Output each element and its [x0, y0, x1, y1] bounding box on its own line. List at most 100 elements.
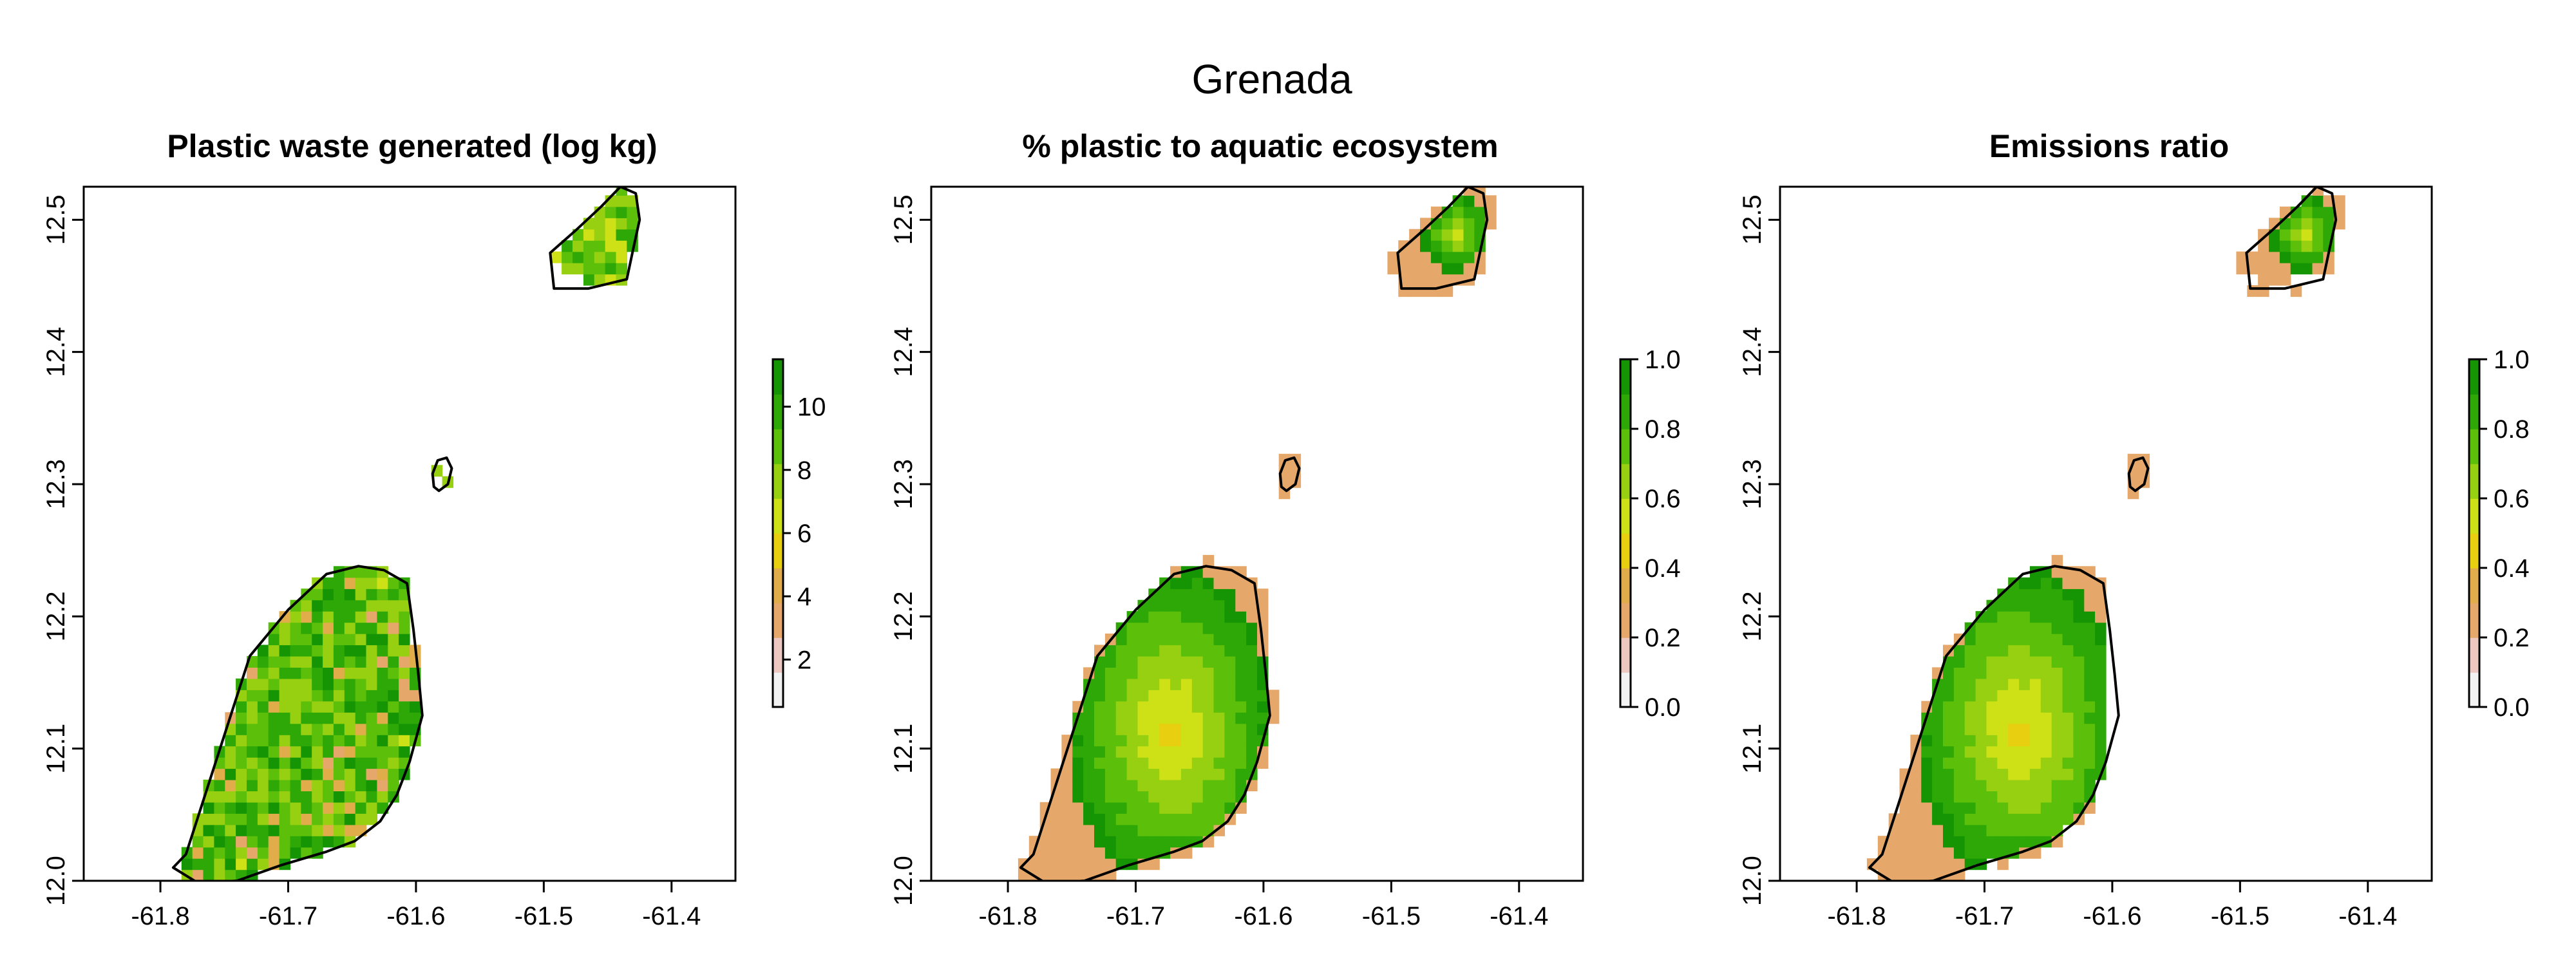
- raster-cell: [1997, 858, 2009, 870]
- raster-cell: [236, 757, 247, 769]
- raster-cell: [1072, 746, 1084, 758]
- colorbar-segment: [773, 423, 783, 429]
- colorbar-segment: [2469, 655, 2479, 661]
- raster-cell: [247, 779, 258, 791]
- colorbar-segment: [773, 545, 783, 551]
- raster-cell: [1104, 678, 1117, 690]
- raster-cell: [225, 813, 236, 825]
- colorbar-tick-label: 0.0: [1645, 693, 1681, 722]
- raster-cell: [344, 690, 356, 702]
- raster-cell: [1910, 824, 1922, 836]
- raster-cell: [1137, 667, 1149, 679]
- raster-cell: [355, 723, 367, 735]
- raster-cell: [1170, 768, 1182, 780]
- raster-cell: [2073, 622, 2085, 634]
- raster-cell: [214, 768, 225, 780]
- raster-cell: [1943, 802, 1955, 814]
- raster-cell: [1921, 791, 1933, 803]
- colorbar-segment: [773, 649, 783, 655]
- raster-cell: [2008, 824, 2020, 836]
- raster-cell: [1170, 779, 1182, 791]
- raster-cell: [1126, 611, 1139, 623]
- raster-cell: [1083, 735, 1095, 747]
- raster-cell: [312, 611, 323, 623]
- raster-cell: [323, 611, 334, 623]
- raster-cell: [2095, 655, 2107, 668]
- raster-cell: [1235, 644, 1247, 657]
- raster-cell: [1148, 802, 1160, 814]
- raster-cell: [1452, 229, 1464, 241]
- raster-cell: [2029, 712, 2041, 724]
- raster-cell: [290, 836, 301, 848]
- raster-cell: [1126, 678, 1139, 690]
- colorbar-segment: [773, 684, 783, 690]
- island-outline-grenada: [1868, 565, 2120, 881]
- raster-cell: [1072, 735, 1084, 747]
- raster-cell: [301, 791, 312, 803]
- raster-cell: [1964, 667, 1976, 679]
- raster-cell: [1975, 690, 1987, 702]
- raster-cell: [1964, 690, 1976, 702]
- raster-cell: [1246, 667, 1258, 679]
- colorbar-tick-label: 4: [797, 583, 811, 611]
- raster-cell: [344, 599, 356, 612]
- raster-cell: [323, 588, 334, 601]
- raster-cell: [1420, 285, 1432, 297]
- raster-cell: [268, 712, 280, 724]
- raster-cell: [399, 599, 410, 612]
- raster-cell: [1126, 824, 1139, 836]
- raster-cell: [2040, 678, 2052, 690]
- raster-cell: [377, 791, 388, 803]
- raster-cell: [1409, 263, 1421, 275]
- colorbar-segment: [2469, 440, 2479, 447]
- raster-cell: [1246, 746, 1258, 758]
- outline-layer: [171, 187, 641, 881]
- colorbar-segment: [773, 678, 783, 684]
- raster-cell: [1050, 824, 1062, 836]
- raster-cell: [279, 678, 291, 690]
- x-tick-label: -61.8: [1827, 902, 1886, 930]
- raster-cell: [2312, 240, 2324, 252]
- raster-cell: [214, 813, 225, 825]
- raster-cell: [1072, 813, 1084, 825]
- raster-cell: [583, 251, 595, 263]
- raster-cell: [605, 229, 617, 241]
- raster-cell: [1246, 644, 1258, 657]
- raster-cell: [1137, 779, 1149, 791]
- colorbar-segment: [773, 533, 783, 540]
- raster-cell: [1246, 599, 1258, 612]
- raster-cell: [1932, 813, 1944, 825]
- raster-cell: [290, 611, 301, 623]
- x-tick-label: -61.4: [1490, 902, 1548, 930]
- raster-cell: [1083, 723, 1095, 735]
- y-tick-label: 12.0: [1738, 856, 1766, 906]
- raster-cell: [1137, 622, 1149, 634]
- raster-cell: [344, 634, 356, 646]
- raster-cell: [312, 644, 323, 657]
- raster-cell: [2029, 779, 2041, 791]
- raster-cell: [355, 813, 367, 825]
- raster-cell: [2008, 690, 2020, 702]
- raster-cell: [312, 690, 323, 702]
- colorbar-segment: [773, 394, 783, 400]
- raster-cell: [2084, 712, 2096, 724]
- raster-cell: [1877, 858, 1889, 870]
- colorbar-segment: [1620, 522, 1631, 528]
- raster-cell: [583, 263, 595, 275]
- raster-cell: [1180, 813, 1193, 825]
- raster-cell: [1213, 768, 1225, 780]
- raster-cell: [2029, 634, 2041, 646]
- raster-cell: [1398, 285, 1410, 297]
- raster-cell: [1180, 701, 1193, 713]
- raster-cell: [2008, 611, 2020, 623]
- panel-title: Emissions ratio: [1989, 128, 2229, 164]
- raster-cell: [2040, 735, 2052, 747]
- raster-cell: [1953, 802, 1965, 814]
- colorbar-segment: [773, 556, 783, 563]
- raster-cell: [268, 690, 280, 702]
- raster-cell: [2084, 644, 2096, 657]
- x-tick-label: -61.5: [1362, 902, 1421, 930]
- raster-cell: [1126, 791, 1139, 803]
- raster-cell: [1246, 723, 1258, 735]
- raster-cell: [1943, 813, 1955, 825]
